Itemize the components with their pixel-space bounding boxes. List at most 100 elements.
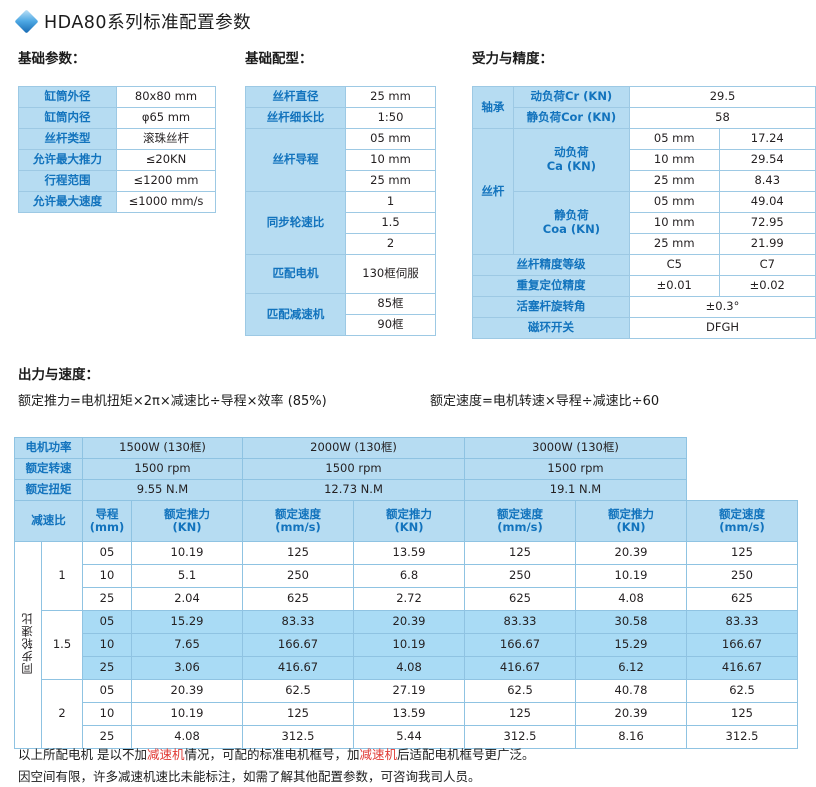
table-row-motor-power: 电机功率 1500W (130框) 2000W (130框) 3000W (13… [14,437,798,459]
table-row: 丝杆类型 滚珠丝杆 [18,128,216,150]
cell-value: 15.29 [575,633,687,657]
cell-speed-2: 1500 rpm [242,458,465,480]
table-row: 90框 [246,314,436,336]
cell-value: 1 [345,191,436,213]
table-row: 缸筒内径 φ65 mm [18,107,216,129]
cell-power-2: 2000W (130框) [242,437,465,459]
note-seg-red1: 减速机 [146,747,185,762]
label-line1: 静负荷 [554,208,589,223]
label-line2: Coa (KN) [542,222,600,236]
cell-label: 活塞杆旋转角 [472,296,630,318]
cell-label: 匹配减速机 [245,293,346,336]
col-header-thrust-3: 额定推力 (KN) [575,500,687,542]
col-header-lead: 导程 (mm) [82,500,132,542]
cell-lead: 05 mm [628,191,720,213]
cell-value: 62.5 [242,679,354,703]
label-line1: 导程 [95,506,119,521]
cell-power-3: 3000W (130框) [464,437,687,459]
label-line2: (KN) [394,520,424,534]
force-accuracy-table: 轴承 动负荷Cr (KN) 29.5 静负荷Cor (KN) 58 丝杆 动负荷… [472,86,816,339]
cell-value: 83.33 [686,610,798,634]
cell-value: 250 [242,564,354,588]
cell-value: 625 [464,587,576,611]
cell-value: 5.1 [131,564,243,588]
cell-label: 静负荷Cor (KN) [512,107,630,129]
cell-value: 416.67 [686,656,798,680]
table-row-column-headers: 减速比 导程 (mm) 额定推力 (KN) 额定速度 (mm/s) 额定推力 (… [14,500,798,542]
cell-group-bearing: 轴承 [472,86,514,129]
table-row: 10 mm 72.95 [473,212,816,234]
page-title: HDA80系列标准配置参数 [14,9,251,34]
cell-speed-1: 1500 rpm [82,458,243,480]
label-line1: 额定推力 [164,506,210,521]
cell-value: 49.04 [718,191,816,213]
cell-label-power: 电机功率 [14,437,83,459]
formula-rated-thrust: 额定推力=电机扭矩×2π×减速比÷导程×效率 (85%) [18,394,327,409]
cell-value: 10.19 [575,564,687,588]
cell-value: 10 mm [345,149,436,171]
cell-group-screw: 丝杆 [472,128,514,255]
table-row-rated-speed: 额定转速 1500 rpm 1500 rpm 1500 rpm [14,458,798,480]
table-row: 25 4.08 312.5 5.44 312.5 8.16 312.5 [15,725,798,749]
cell-value: 8.16 [575,725,687,749]
cell-value: 416.67 [242,656,354,680]
cell-value: 13.59 [353,541,465,565]
table-row: 25 mm [246,170,436,192]
cell-value: 72.95 [718,212,816,234]
label-line2: (mm/s) [497,520,543,534]
cell-value: 滚珠丝杆 [116,128,216,150]
cell-lead: 05 [82,610,132,634]
label-line2: (mm/s) [719,520,765,534]
cell-label: 丝杆直径 [245,86,346,108]
cell-label: 磁环开关 [472,317,630,339]
cell-value: ≤1200 mm [116,170,216,192]
cell-value: 1.5 [345,212,436,234]
cell-label: 允许最大速度 [18,191,117,213]
cell-label: 缸筒外径 [18,86,117,108]
cell-label: 丝杆细长比 [245,107,346,129]
cell-value: ≤1000 mm/s [116,191,216,213]
cell-value: 166.67 [686,633,798,657]
cell-lead: 25 [82,587,132,611]
cell-ratio: 1.5 [41,610,83,680]
cell-value: 17.24 [718,128,816,150]
cell-value: 29.5 [628,86,816,108]
cell-ratio: 2 [41,679,83,749]
cell-value: 2 [345,233,436,255]
cell-value: 10.19 [353,633,465,657]
cell-value: 62.5 [464,679,576,703]
cell-value: 125 [242,541,354,565]
table-row: 静负荷 Coa (KN) 05 mm 49.04 [473,191,816,255]
cell-value: 125 [464,702,576,726]
cell-label: 匹配电机 [245,254,346,294]
label-line2: (mm) [89,520,125,534]
cell-value: 4.08 [131,725,243,749]
cell-label: 行程范围 [18,170,117,192]
table-row: 25 3.06 416.67 4.08 416.67 6.12 416.67 [15,656,798,680]
cell-value: 10.19 [131,541,243,565]
cell-value: ±0.01 [628,275,720,297]
basic-params-table: 缸筒外径 80x80 mm 缸筒内径 φ65 mm 丝杆类型 滚珠丝杆 允许最大… [18,86,216,213]
table-row: 2 05 20.39 62.5 27.19 62.5 40.78 62.5 [15,679,798,749]
cell-speed-3: 1500 rpm [464,458,687,480]
cell-value: 6.12 [575,656,687,680]
cell-value: C7 [718,254,816,276]
cell-value: φ65 mm [116,107,216,129]
cell-torque-3: 19.1 N.M [464,479,687,501]
cell-torque-2: 12.73 N.M [242,479,465,501]
cell-value: 1:50 [345,107,436,129]
label-line1: 额定速度 [275,506,321,521]
cell-label-dynamic-load: 动负荷 Ca (KN) [512,128,630,192]
cell-value: 83.33 [242,610,354,634]
formula-rated-speed: 额定速度=电机转速×导程÷减速比÷60 [430,394,660,409]
table-row: 10 mm 29.54 [473,149,816,171]
table-row: 同步轮速比 1 05 10.19 125 13.59 125 20.39 125 [14,541,798,749]
cell-lead: 25 [82,725,132,749]
cell-value: 312.5 [686,725,798,749]
cell-value: 58 [628,107,816,129]
table-row: 丝杆 动负荷 Ca (KN) 05 mm 17.24 [472,128,816,255]
label-line1: 额定推力 [608,506,654,521]
col-header-velocity-1: 额定速度 (mm/s) [242,500,354,542]
cell-lead: 05 [82,679,132,703]
cell-value: 80x80 mm [116,86,216,108]
